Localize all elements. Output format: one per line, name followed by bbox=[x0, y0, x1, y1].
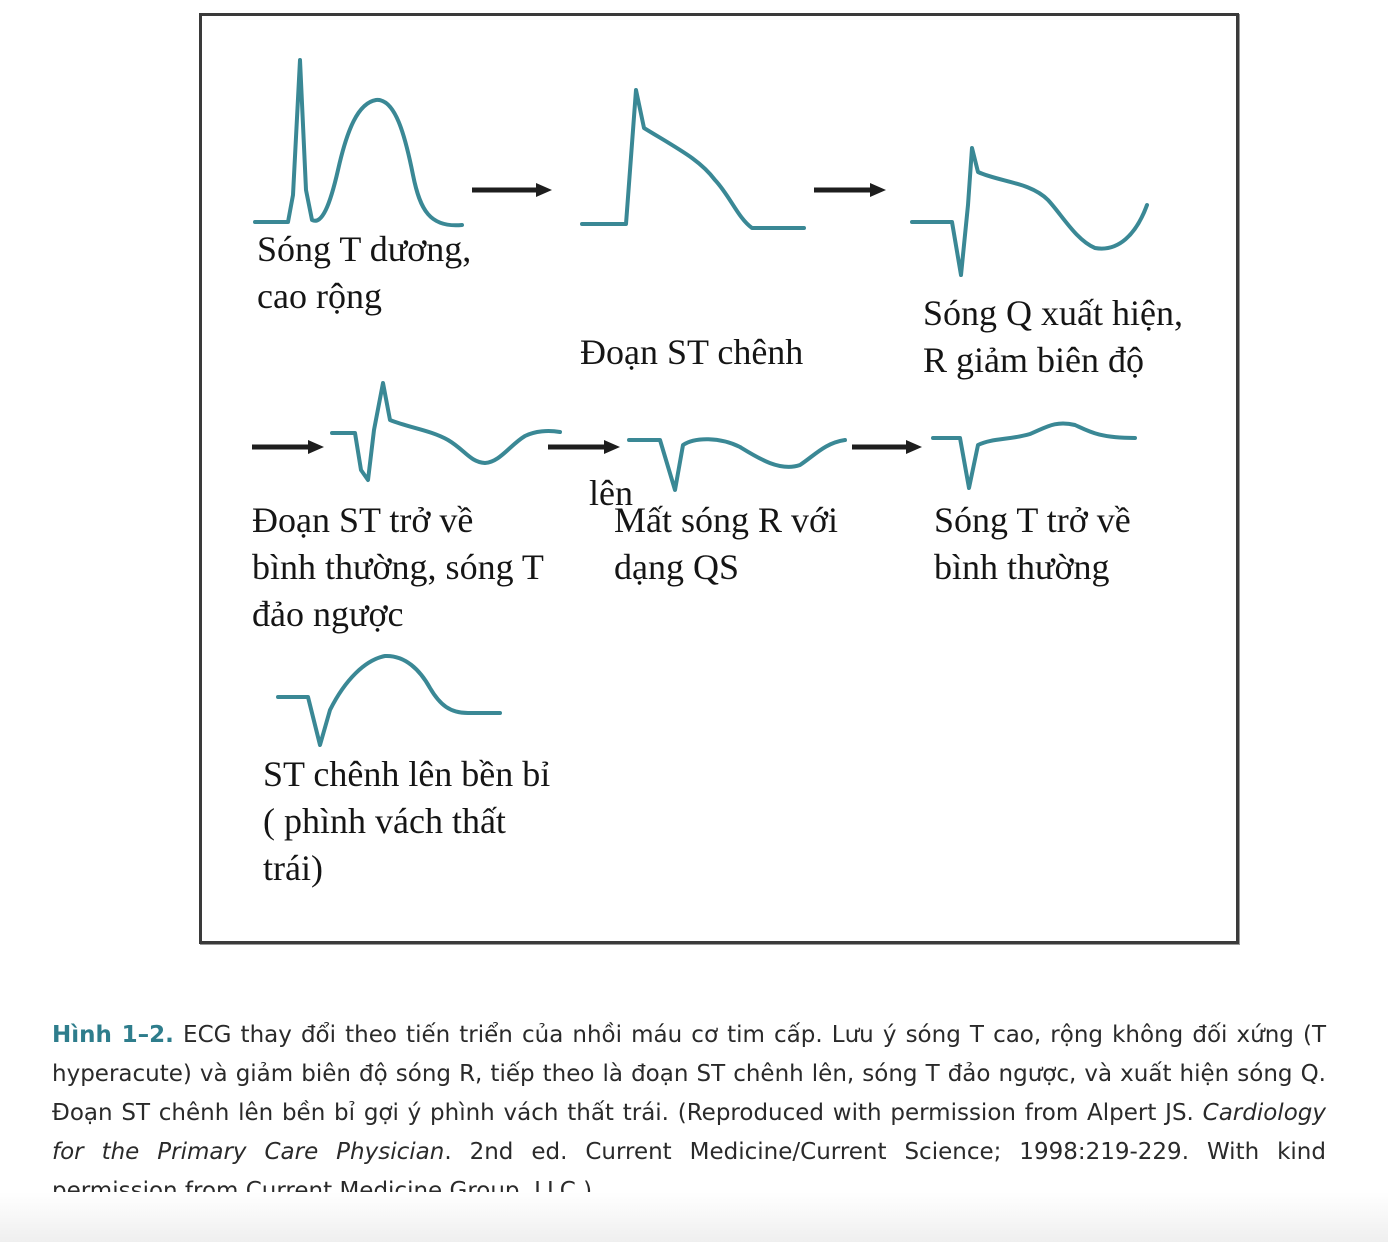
label-hyperacute-t: Sóng T dương, cao rộng bbox=[257, 226, 471, 320]
label-persistent-st-elevation: ST chênh lên bền bỉ ( phình vách thất tr… bbox=[263, 751, 550, 892]
label-line: bình thường bbox=[934, 547, 1110, 587]
page-bottom-fade bbox=[0, 1192, 1388, 1242]
ecg-trace-q-wave bbox=[910, 146, 1149, 277]
label-line: R giảm biên độ bbox=[923, 340, 1144, 380]
label-t-inversion: Đoạn ST trở về bình thường, sóng T đảo n… bbox=[252, 497, 544, 638]
label-line: cao rộng bbox=[257, 276, 382, 316]
label-line: lên bbox=[580, 473, 633, 513]
label-line: Sóng Q xuất hiện, bbox=[923, 293, 1183, 333]
arrow-4 bbox=[548, 440, 620, 454]
arrow-2 bbox=[814, 183, 886, 197]
label-qs-pattern: Mất sóng R với dạng QS bbox=[614, 497, 838, 591]
ecg-trace-normal-t bbox=[931, 421, 1137, 490]
caption-book-title: Cardiology for the Primary Care Physicia… bbox=[52, 1100, 1326, 1165]
label-line: Sóng T dương, bbox=[257, 229, 472, 269]
arrow-1 bbox=[472, 183, 552, 197]
label-normal-t: Sóng T trở về bình thường bbox=[934, 497, 1131, 591]
arrow-3 bbox=[252, 440, 324, 454]
label-line: Sóng T trở về bbox=[934, 500, 1131, 540]
caption-text: ECG thay đổi theo tiến triển của nhồi má… bbox=[52, 1022, 1327, 1126]
ecg-trace-t-inversion bbox=[330, 381, 562, 482]
ecg-trace-persistent-st-elevation bbox=[276, 653, 502, 747]
label-line: Mất sóng R với bbox=[614, 500, 839, 540]
label-line: bình thường, sóng T bbox=[252, 547, 544, 587]
ecg-trace-qs-pattern bbox=[627, 437, 847, 492]
ecg-trace-st-elevation bbox=[580, 88, 806, 230]
arrow-5 bbox=[852, 440, 922, 454]
caption-label: Hình 1–2. bbox=[52, 1022, 174, 1048]
ecg-trace-hyperacute-t bbox=[253, 58, 464, 228]
figure-frame bbox=[199, 13, 1239, 944]
label-line: dạng QS bbox=[614, 547, 739, 587]
label-q-wave: Sóng Q xuất hiện, R giảm biên độ bbox=[923, 290, 1183, 384]
label-line: ( phình vách thất bbox=[263, 801, 506, 841]
label-line: trái) bbox=[263, 848, 323, 888]
label-st-elevation: Đoạn ST chênh lên bbox=[580, 235, 803, 564]
label-line: ST chênh lên bền bỉ bbox=[263, 754, 551, 794]
label-line: Đoạn ST trở về bbox=[252, 500, 474, 540]
label-line: Đoạn ST chênh bbox=[580, 332, 804, 372]
label-line: đảo ngược bbox=[252, 594, 404, 634]
figure-caption: Hình 1–2. ECG thay đổi theo tiến triển c… bbox=[52, 1016, 1326, 1211]
